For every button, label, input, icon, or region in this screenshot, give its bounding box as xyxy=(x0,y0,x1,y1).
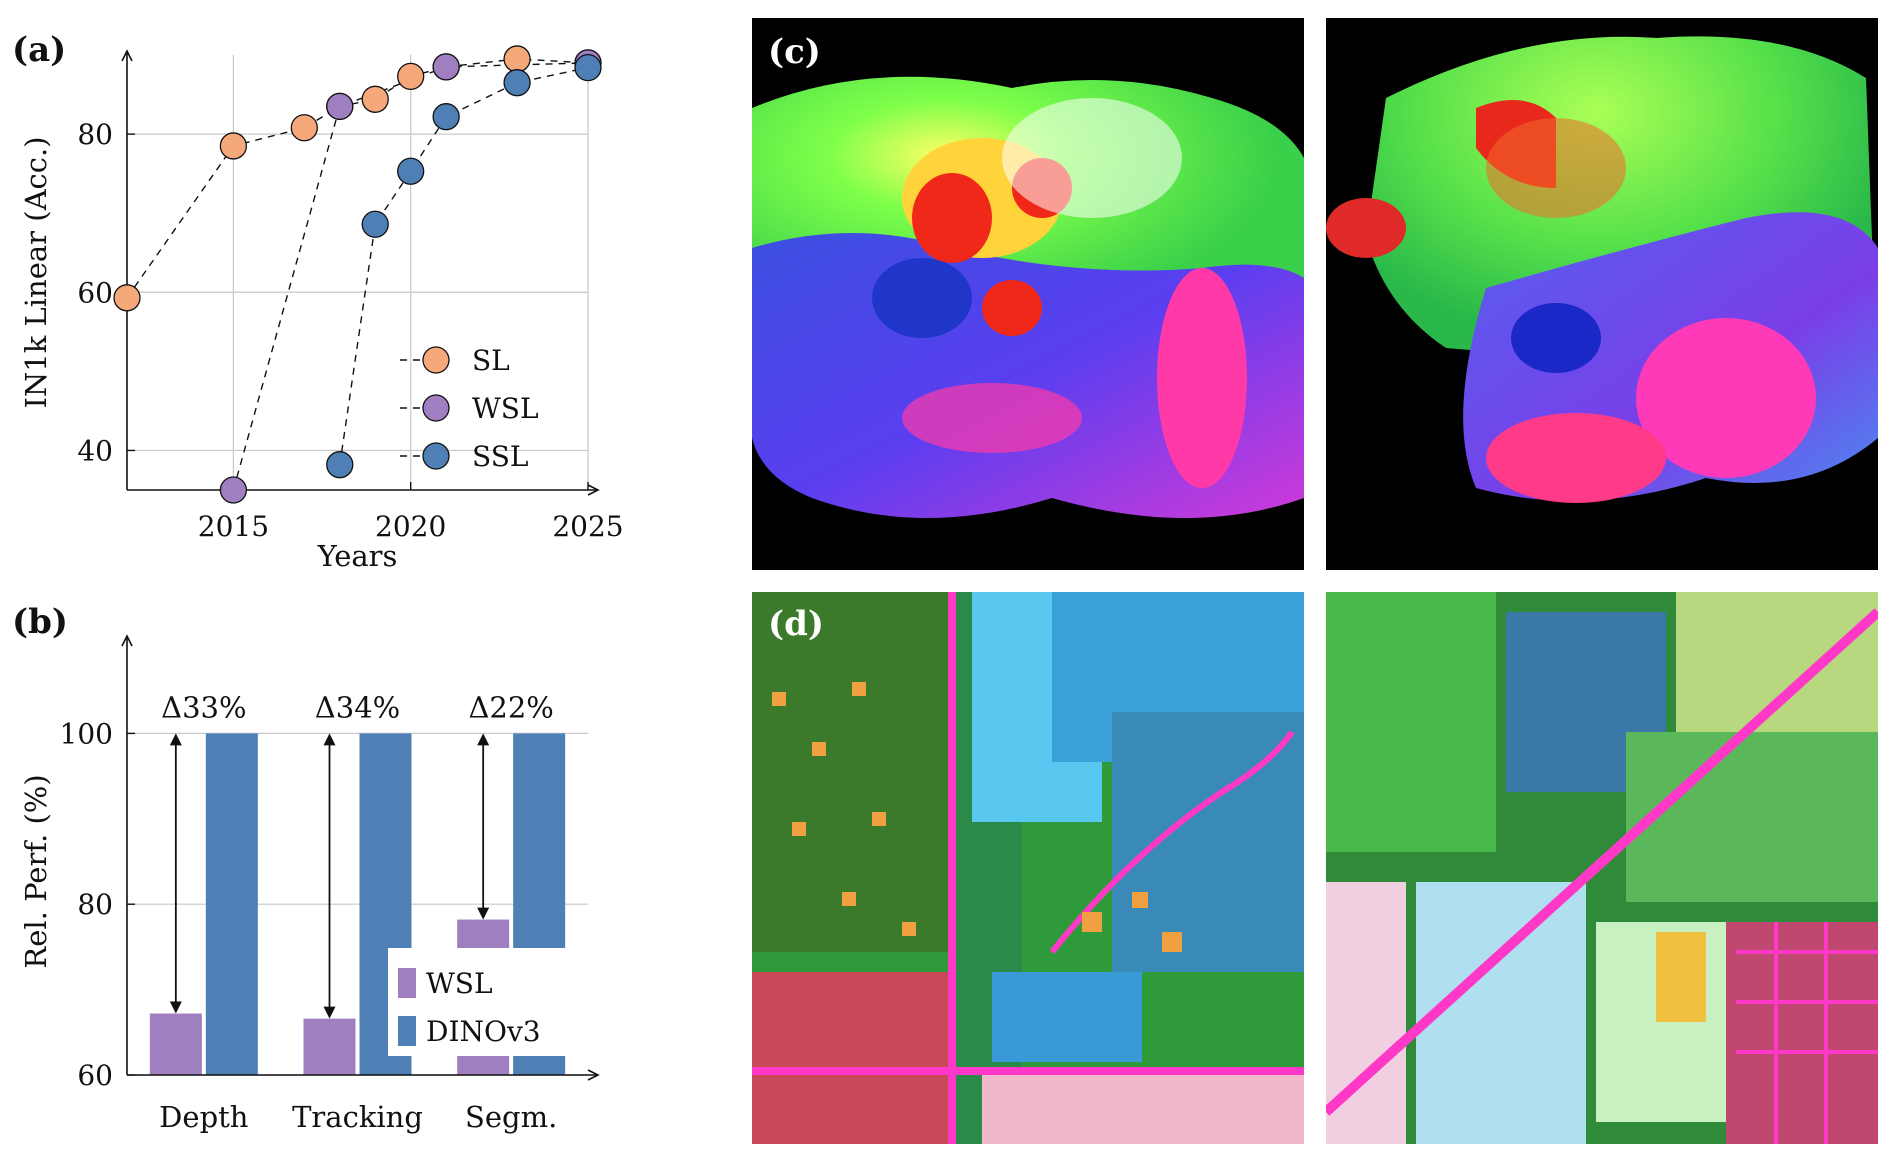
legend-marker-wsl xyxy=(422,394,450,422)
data-point-ssl xyxy=(397,157,425,185)
x-tick-label: 2015 xyxy=(198,510,269,543)
bar-wsl xyxy=(149,1013,202,1075)
delta-arrow-head-bottom xyxy=(323,1006,336,1019)
delta-arrow-head-bottom xyxy=(477,907,490,920)
bar-dinov3 xyxy=(205,733,258,1075)
y-tick-label: 80 xyxy=(77,888,113,921)
data-point-sl xyxy=(397,62,425,91)
legend-box xyxy=(388,948,566,1056)
feature-map-aerial-image-1 xyxy=(752,592,1304,1144)
y-axis-label: IN1k Linear (Acc.) xyxy=(19,136,53,408)
data-point-sl xyxy=(290,114,318,142)
series-line-ssl xyxy=(339,66,589,465)
legend-label-wsl: WSL xyxy=(426,967,493,1000)
legend-label-wsl: WSL xyxy=(472,392,539,425)
chart-b-relative-performance: Δ33% Depth Δ34% Tracking Δ22% Segm. WSL DINOv3 6… xyxy=(19,634,600,1134)
legend-label-sl: SL xyxy=(472,344,510,377)
legend-swatch-wsl xyxy=(398,968,416,998)
panel-label-d: (d) xyxy=(768,604,824,644)
x-category-label: Depth xyxy=(159,1100,248,1134)
x-category-label: Tracking xyxy=(292,1100,423,1134)
chart-a-accuracy-over-years: 2015 2020 2025 40 60 80 Years IN1k Linear (Acc.… xyxy=(19,45,624,573)
y-axis-arrow xyxy=(121,49,133,62)
bar-wsl xyxy=(303,1018,356,1075)
data-point-wsl xyxy=(219,476,248,504)
delta-arrow-head-bottom xyxy=(169,1001,182,1014)
legend-swatch-dinov3 xyxy=(398,1016,416,1046)
y-tick-label: 100 xyxy=(60,717,113,750)
x-tick-label: 2020 xyxy=(375,510,446,543)
legend-label-dinov3: DINOv3 xyxy=(426,1015,541,1048)
data-point-ssl xyxy=(326,451,354,479)
feature-map-cat-image-1 xyxy=(752,18,1304,570)
data-point-ssl xyxy=(432,103,460,131)
data-point-sl xyxy=(113,284,141,312)
delta-arrow-head-top xyxy=(323,733,336,746)
y-tick-label: 60 xyxy=(77,1059,113,1092)
x-tick-label: 2025 xyxy=(552,510,623,543)
panel-label-a: (a) xyxy=(12,30,67,70)
data-point-sl xyxy=(361,85,389,113)
x-axis-label: Years xyxy=(317,539,398,573)
feature-map-cat-image-2 xyxy=(1326,18,1878,570)
y-axis-label: Rel. Perf. (%) xyxy=(19,774,53,968)
delta-arrow-head-top xyxy=(477,733,490,746)
y-tick-label: 60 xyxy=(77,276,113,309)
data-point-ssl xyxy=(503,69,531,97)
panel-label-b: (b) xyxy=(12,602,68,642)
data-point-wsl xyxy=(432,53,460,81)
legend-marker-sl xyxy=(422,346,450,374)
series-line-wsl xyxy=(232,62,589,491)
series-line-sl xyxy=(126,58,589,299)
y-tick-label: 80 xyxy=(77,118,113,151)
legend-marker-ssl xyxy=(422,442,450,470)
x-category-label: Segm. xyxy=(465,1100,557,1134)
x-axis-arrow xyxy=(587,484,600,496)
delta-arrow-head-top xyxy=(169,733,182,746)
data-point-sl xyxy=(219,132,248,160)
y-axis-arrow xyxy=(121,634,133,647)
x-axis-arrow xyxy=(587,1069,600,1081)
delta-annotation: Δ34% xyxy=(315,690,400,724)
legend-label-ssl: SSL xyxy=(472,440,528,473)
data-point-ssl xyxy=(361,210,389,238)
delta-annotation: Δ33% xyxy=(161,690,246,724)
delta-annotation: Δ22% xyxy=(468,690,553,724)
feature-map-aerial-image-2 xyxy=(1326,592,1878,1144)
data-point-ssl xyxy=(574,54,602,82)
y-tick-label: 40 xyxy=(77,434,113,467)
data-point-sl xyxy=(503,45,531,73)
panel-label-c: (c) xyxy=(768,32,821,72)
data-point-wsl xyxy=(326,92,354,121)
